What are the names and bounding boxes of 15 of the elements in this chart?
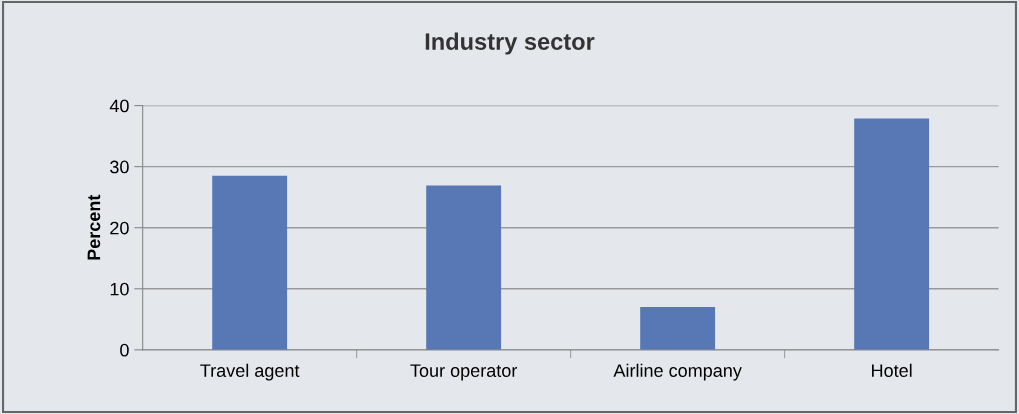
- bar: [854, 118, 930, 350]
- bar: [212, 175, 288, 350]
- y-tick-label: 10: [110, 282, 129, 296]
- chart-title: Industry sector: [425, 32, 595, 55]
- x-tick-label: Travel agent: [200, 363, 300, 381]
- bar: [640, 307, 716, 350]
- y-tick-label: 20: [110, 221, 129, 235]
- x-tick-label: Hotel: [872, 363, 912, 377]
- bar: [426, 185, 502, 350]
- x-tick-label: Tour operator: [410, 364, 518, 381]
- x-tick-label: Airline company: [613, 363, 742, 381]
- y-tick-label: 0: [120, 343, 129, 357]
- y-tick-label: 30: [110, 160, 129, 174]
- y-axis-title: Percent: [87, 194, 101, 260]
- y-tick-label: 40: [109, 99, 129, 113]
